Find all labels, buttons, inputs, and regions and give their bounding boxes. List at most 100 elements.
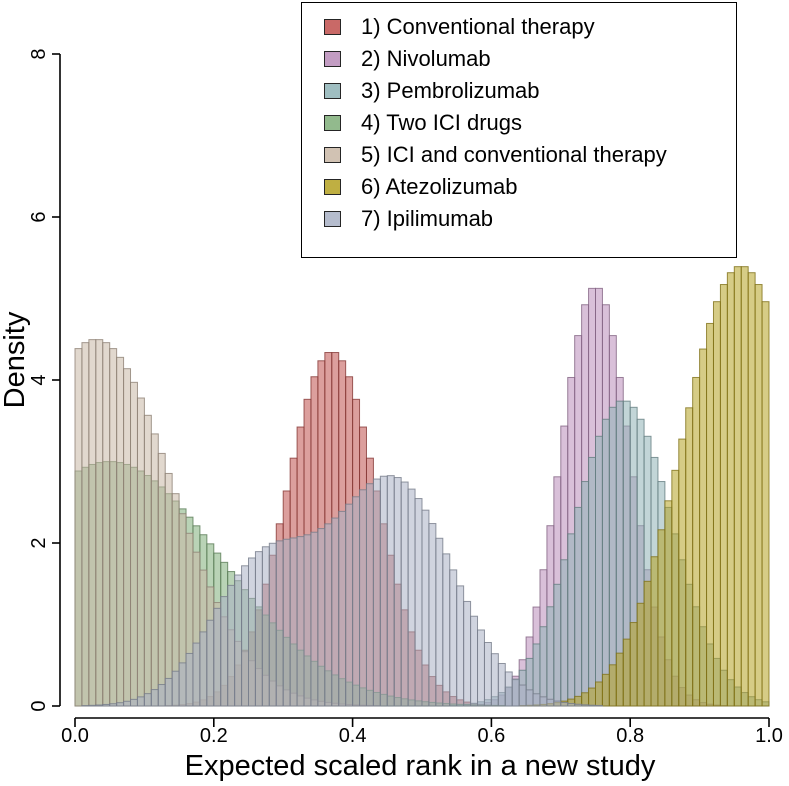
legend-swatch	[324, 115, 341, 131]
legend-swatch	[324, 83, 341, 99]
histogram-bar	[602, 674, 609, 706]
histogram-bar	[609, 407, 616, 706]
histogram-bar	[547, 607, 554, 706]
histogram-bar	[346, 504, 353, 706]
histogram-bar	[512, 679, 519, 706]
legend-item: 1) Conventional therapy	[324, 12, 595, 42]
legend-label: 3) Pembrolizumab	[361, 78, 540, 104]
histogram-bar	[519, 685, 526, 706]
histogram-bar	[110, 704, 117, 706]
histogram-bar	[602, 419, 609, 706]
legend-item: 6) Atezolizumab	[324, 172, 518, 202]
histogram-bar	[609, 665, 616, 706]
histogram-bar	[103, 704, 110, 706]
histogram-bar	[262, 547, 269, 706]
histogram-bar	[596, 705, 603, 706]
histogram-bar	[318, 529, 325, 706]
histogram-bar	[713, 302, 720, 706]
histogram-bar	[207, 620, 214, 706]
legend-label: 4) Two ICI drugs	[361, 110, 522, 136]
legend-label: 7) Ipilimumab	[361, 206, 493, 232]
histogram-bar	[582, 482, 589, 706]
histogram-bar	[235, 575, 242, 706]
x-tick-label: 0.0	[61, 725, 89, 747]
histogram-bar	[172, 671, 179, 706]
histogram-bar	[124, 369, 131, 706]
histogram-bar	[672, 470, 679, 706]
histogram-bar	[249, 558, 256, 706]
histogram-bar	[554, 701, 561, 706]
histogram-bar	[505, 672, 512, 706]
legend-item: 3) Pembrolizumab	[324, 76, 540, 106]
legend-swatch	[324, 19, 341, 35]
histogram-bar	[75, 349, 82, 706]
histogram-bar	[255, 552, 262, 706]
histogram-bar	[82, 343, 89, 706]
legend-swatch	[324, 147, 341, 163]
histogram-bar	[242, 566, 249, 706]
histogram-bar	[755, 285, 762, 706]
histogram-bar	[394, 478, 401, 706]
legend-label: 6) Atezolizumab	[361, 174, 518, 200]
histogram-bar	[471, 616, 478, 706]
histogram-bar	[727, 273, 734, 706]
bars-layer	[75, 267, 769, 706]
histogram-bar	[137, 697, 144, 706]
histogram-bar	[582, 705, 589, 706]
histogram-bar	[547, 699, 554, 706]
histogram-bar	[658, 530, 665, 706]
histogram-bar	[373, 479, 380, 706]
histogram-bar	[366, 484, 373, 706]
y-tick-label: 6	[28, 211, 50, 222]
histogram-bar	[179, 663, 186, 706]
histogram-bar	[637, 603, 644, 706]
histogram-bar	[151, 434, 158, 706]
x-tick-label: 0.4	[339, 725, 367, 747]
histogram-bar	[561, 702, 568, 706]
histogram-bar	[96, 705, 103, 706]
histogram-bar	[110, 349, 117, 706]
histogram-bar	[269, 543, 276, 706]
histogram-bar	[734, 267, 741, 706]
histogram-bar	[644, 581, 651, 706]
histogram-bar	[283, 539, 290, 706]
histogram-bar	[575, 704, 582, 706]
x-axis-label: Expected scaled rank in a new study	[185, 750, 656, 781]
histogram-bar	[526, 690, 533, 706]
histogram-bar	[582, 693, 589, 706]
y-tick-label: 0	[28, 700, 50, 711]
histogram-bar	[151, 690, 158, 706]
histogram-bar	[193, 643, 200, 706]
histogram-bar	[228, 585, 235, 706]
histogram-bar	[693, 377, 700, 706]
histogram-bar	[276, 541, 283, 706]
histogram-bar	[158, 453, 165, 706]
x-tick-label: 1.0	[755, 725, 783, 747]
histogram-bar	[221, 597, 228, 706]
histogram-bar	[380, 476, 387, 706]
histogram-bar	[616, 653, 623, 706]
histogram-bar	[651, 557, 658, 706]
histogram-bar	[533, 694, 540, 706]
histogram-bar	[137, 398, 144, 706]
histogram-bar	[117, 703, 124, 706]
histogram-bar	[741, 267, 748, 706]
histogram-bar	[464, 601, 471, 706]
histogram-bar	[144, 415, 151, 706]
histogram-bar	[117, 357, 124, 706]
legend-item: 4) Two ICI drugs	[324, 108, 522, 138]
histogram-bar	[96, 340, 103, 706]
histogram-bar	[401, 482, 408, 706]
histogram-bar	[360, 490, 367, 706]
histogram-bar	[311, 532, 318, 706]
histogram-bar	[720, 285, 727, 706]
legend-item: 2) Nivolumab	[324, 44, 491, 74]
histogram-bar	[679, 439, 686, 706]
histogram-bar	[325, 524, 332, 706]
histogram-bar	[748, 273, 755, 706]
histogram-bar	[103, 343, 110, 706]
histogram-bar	[665, 501, 672, 706]
